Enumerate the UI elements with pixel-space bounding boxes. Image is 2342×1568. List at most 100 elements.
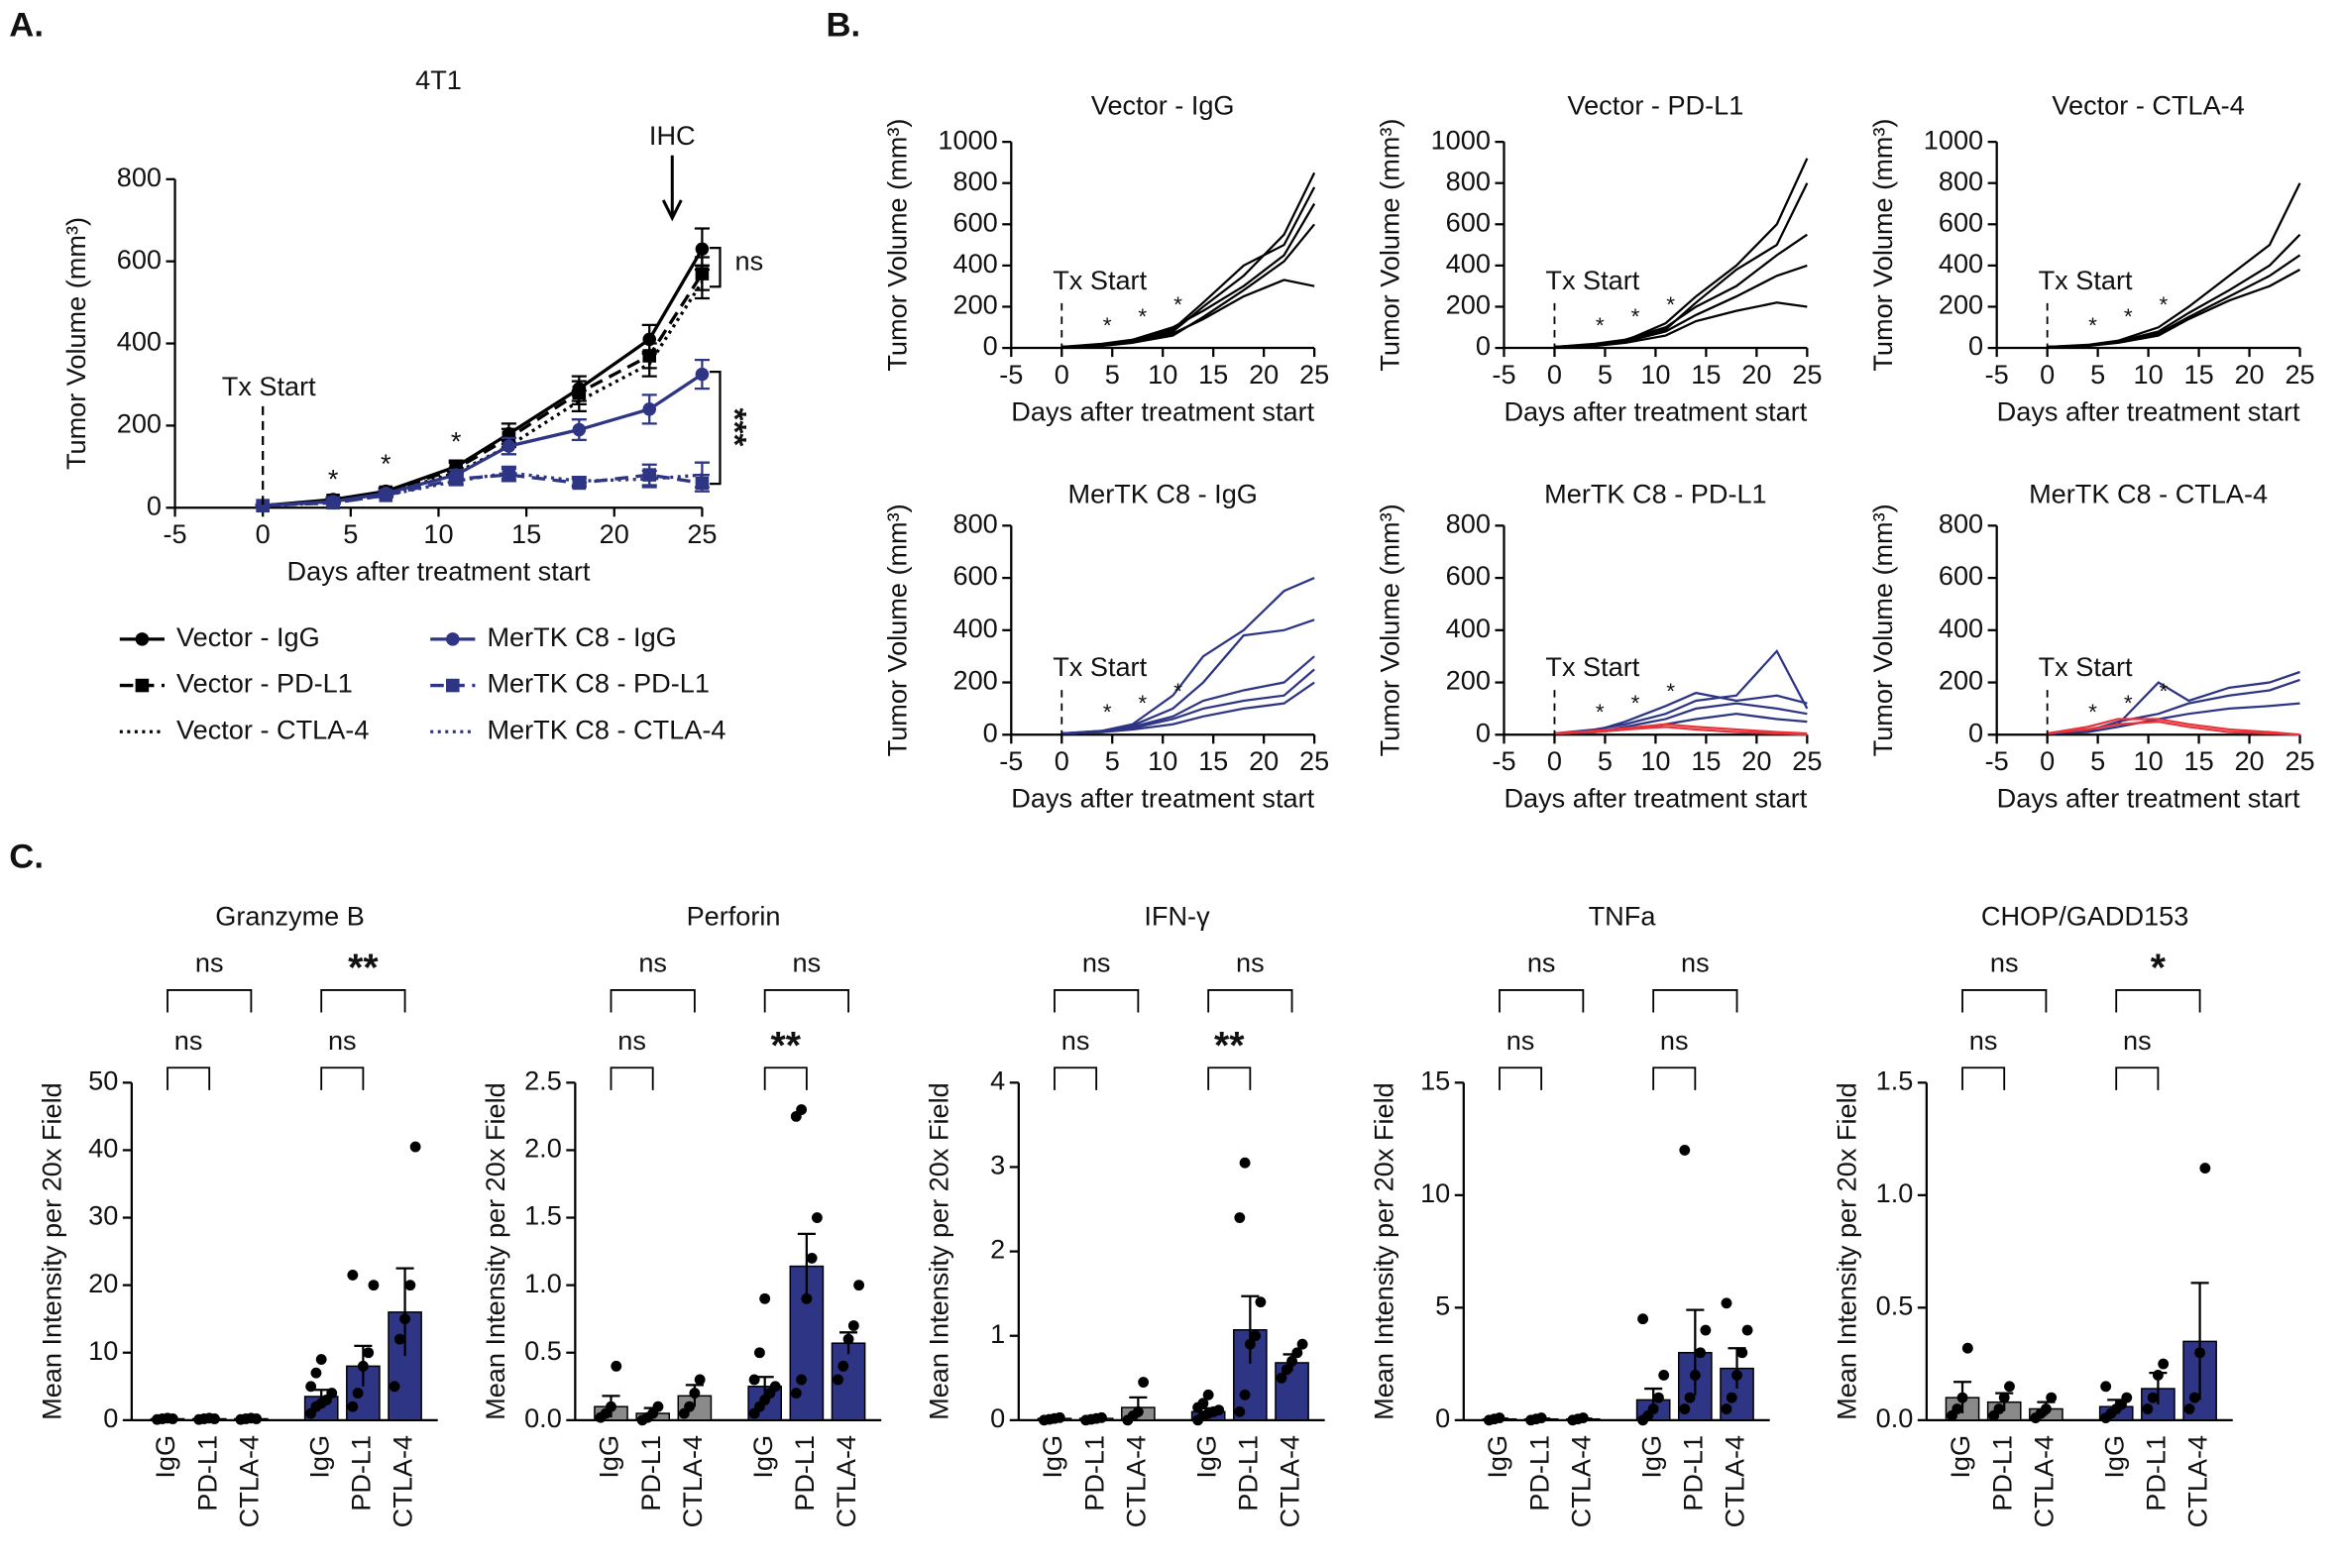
data-point: [748, 1374, 760, 1386]
data-point: [1286, 1355, 1297, 1367]
x-tick-label: PD-L1: [1677, 1435, 1708, 1512]
y-axis-label: Tumor Volume (mm³): [881, 119, 912, 372]
series-line: [1554, 726, 1808, 736]
y-tick-label: 40: [88, 1133, 118, 1164]
chart-title: MerTK C8 - PD-L1: [1544, 478, 1766, 508]
x-tick-label: 5: [2090, 359, 2105, 390]
x-tick-label: -5: [1985, 745, 2009, 776]
data-point: [1276, 1372, 1287, 1384]
data-point: [1961, 1342, 1973, 1354]
significance-label: ns: [328, 1025, 357, 1056]
x-tick-label: CTLA-4: [1121, 1435, 1152, 1527]
significance-label: *: [2151, 948, 2167, 990]
data-point: [347, 1269, 359, 1281]
data-point: [1291, 1347, 1303, 1359]
ihc-arrow: [661, 155, 683, 222]
chart-title: Vector - CTLA-4: [2052, 90, 2244, 121]
y-axis-label: Tumor Volume (mm³): [881, 504, 912, 756]
y-axis-label: Mean Intensity per 20x Field: [1832, 1082, 1862, 1420]
marker: [135, 632, 150, 646]
significance-label: **: [771, 1025, 802, 1067]
significance-label: ns: [638, 947, 667, 977]
bracket: [709, 246, 722, 288]
annotation: Tx Start: [2039, 265, 2133, 295]
y-tick-label: 10: [88, 1335, 118, 1366]
data-point: [1132, 1405, 1144, 1417]
data-point: [1637, 1313, 1649, 1325]
data-point: [2004, 1381, 2015, 1393]
bracket: [1961, 1066, 2006, 1090]
data-point: [363, 1347, 375, 1359]
annotation: *: [2160, 292, 2169, 317]
x-tick-label: 15: [1198, 359, 1228, 390]
y-tick-label: 1000: [1924, 124, 1983, 155]
data-point: [1653, 1392, 1664, 1403]
data-point: [801, 1292, 813, 1304]
x-tick-label: PD-L1: [635, 1435, 666, 1512]
data-point: [209, 1413, 220, 1424]
x-tick-label: PD-L1: [191, 1435, 222, 1512]
x-tick-label: 0: [1055, 745, 1069, 776]
series-line: [2047, 720, 2300, 736]
data-point: [759, 1292, 771, 1304]
y-tick-label: 2: [990, 1234, 1005, 1265]
error-bar: [571, 476, 587, 487]
data-point: [1213, 1404, 1225, 1416]
significance-label: ns: [617, 1025, 646, 1056]
x-tick-label: 15: [1198, 745, 1228, 776]
significance-label: ns: [1061, 1025, 1090, 1056]
data-point: [2046, 1392, 2058, 1403]
series-line: [263, 473, 703, 507]
x-tick-label: 0: [1055, 359, 1069, 390]
data-point: [2147, 1392, 2159, 1403]
y-tick-label: 200: [1446, 665, 1491, 696]
annotation: Tx Start: [2039, 651, 2133, 682]
annotation: *: [1631, 304, 1640, 329]
y-tick-label: 0: [147, 490, 162, 520]
annotation: *: [2088, 313, 2097, 338]
error-bar: [694, 264, 710, 300]
annotation: *: [1173, 292, 1182, 317]
x-tick-label: PD-L1: [1233, 1435, 1264, 1512]
marker: [572, 422, 587, 437]
data-point: [790, 1388, 802, 1400]
bracket: [610, 1066, 654, 1090]
x-tick-label: -5: [1492, 359, 1515, 390]
significance-label: ns: [1681, 947, 1710, 977]
data-point: [753, 1347, 765, 1359]
x-axis-label: Days after treatment start: [1997, 783, 2300, 814]
error-bar: [325, 500, 341, 505]
y-tick-label: 600: [1446, 206, 1491, 237]
x-tick-label: 10: [1148, 359, 1177, 390]
data-point: [315, 1354, 327, 1365]
y-axis-label: Tumor Volume (mm³): [1375, 504, 1405, 756]
data-point: [842, 1333, 854, 1345]
legend-label: MerTK C8 - IgG: [487, 621, 676, 652]
x-tick-label: 25: [1299, 359, 1329, 390]
x-tick-label: CTLA-4: [388, 1435, 418, 1527]
error-bar: [641, 350, 657, 378]
data-point: [1244, 1338, 1256, 1350]
x-tick-label: -5: [1492, 745, 1515, 776]
y-axis-label: Tumor Volume (mm³): [60, 217, 91, 470]
data-point: [796, 1104, 808, 1115]
data-point: [1679, 1403, 1691, 1414]
annotation: *: [1666, 679, 1675, 704]
x-tick-label: CTLA-4: [677, 1435, 708, 1527]
y-tick-label: 2.0: [524, 1133, 562, 1164]
marker: [446, 632, 460, 646]
x-tick-label: 5: [2090, 745, 2105, 776]
y-tick-label: 800: [1939, 508, 1983, 539]
bracket: [1652, 989, 1738, 1013]
x-tick-label: 15: [511, 518, 541, 549]
data-point: [2194, 1347, 2206, 1359]
x-tick-label: IgG: [1635, 1435, 1666, 1479]
x-tick-label: -5: [163, 518, 186, 549]
x-tick-label: CTLA-4: [2182, 1435, 2213, 1527]
series-line: [1061, 279, 1315, 349]
y-axis-label: Mean Intensity per 20x Field: [480, 1082, 510, 1420]
x-tick-label: 15: [1691, 745, 1721, 776]
y-tick-label: 200: [1939, 289, 1983, 320]
y-tick-label: 400: [952, 248, 997, 279]
panel-label: B.: [826, 6, 860, 44]
